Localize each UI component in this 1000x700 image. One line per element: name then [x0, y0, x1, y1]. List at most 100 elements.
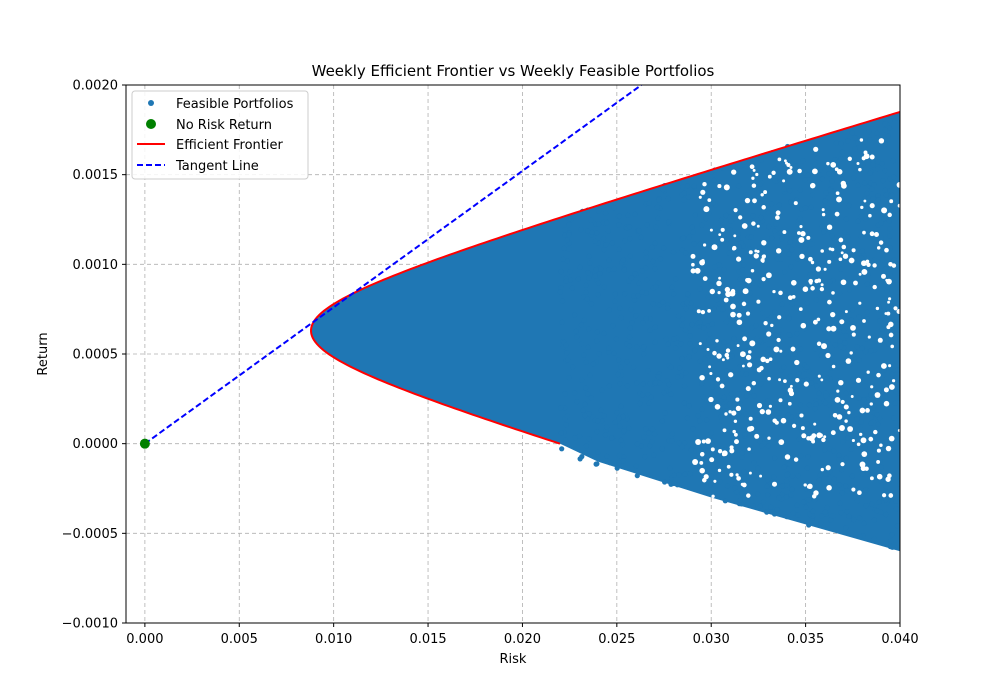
feasible-point [735, 231, 742, 237]
scatter-gap [851, 332, 856, 337]
feasible-point [659, 445, 665, 452]
feasible-point [723, 212, 729, 219]
feasible-point [892, 197, 898, 203]
scatter-gap [735, 397, 740, 402]
feasible-point [741, 307, 747, 313]
feasible-point [633, 463, 639, 469]
feasible-point [788, 264, 794, 270]
feasible-point [606, 267, 612, 273]
feasible-point [626, 224, 633, 230]
feasible-point [641, 351, 647, 357]
scatter-gap [876, 448, 881, 453]
scatter-gap [733, 207, 738, 213]
feasible-point [787, 188, 793, 194]
feasible-point [864, 309, 870, 315]
feasible-point [747, 290, 754, 296]
legend-frontier-label: Efficient Frontier [176, 138, 283, 153]
feasible-point [823, 190, 829, 196]
feasible-point [615, 371, 621, 378]
feasible-point [675, 313, 682, 319]
feasible-point [865, 471, 871, 477]
feasible-point [661, 245, 667, 251]
scatter-gap [719, 383, 725, 389]
feasible-point [857, 515, 863, 521]
scatter-gap [740, 482, 745, 487]
feasible-point [873, 124, 880, 130]
feasible-point [810, 508, 816, 514]
feasible-point [671, 480, 677, 487]
scatter-gap [876, 473, 883, 480]
scatter-gap [793, 201, 798, 206]
scatter-gap [850, 325, 856, 331]
scatter-gap [698, 342, 702, 346]
feasible-point [730, 163, 736, 170]
feasible-point [879, 256, 886, 263]
scatter-gap [847, 426, 854, 432]
legend: Feasible Portfolios No Risk Return Effic… [131, 90, 309, 180]
scatter-gap [818, 433, 823, 438]
feasible-point [804, 377, 810, 383]
scatter-gap [754, 249, 758, 253]
feasible-point [831, 448, 837, 454]
scatter-gap [858, 272, 862, 276]
feasible-point [891, 415, 897, 421]
feasible-point [887, 544, 894, 550]
scatter-gap [748, 425, 755, 432]
feasible-point [676, 472, 682, 478]
feasible-point [587, 372, 593, 378]
feasible-point [804, 364, 810, 370]
feasible-point [687, 333, 693, 339]
scatter-gap [890, 344, 895, 349]
scatter-gap [830, 430, 836, 436]
feasible-point [564, 258, 570, 264]
feasible-point [760, 246, 766, 252]
y-tick-label: 0.0015 [73, 168, 119, 183]
feasible-point [718, 398, 724, 404]
feasible-point [576, 433, 583, 439]
feasible-point [742, 192, 749, 198]
scatter-gap [865, 259, 870, 264]
feasible-point [822, 509, 829, 515]
scatter-gap [813, 146, 819, 152]
feasible-point [855, 140, 861, 146]
feasible-point [843, 525, 849, 531]
feasible-point [761, 171, 768, 177]
scatter-gap [736, 256, 742, 262]
feasible-point [779, 301, 785, 307]
feasible-point [788, 199, 794, 205]
feasible-point [849, 473, 855, 479]
feasible-point [562, 391, 568, 397]
feasible-point [746, 193, 753, 199]
feasible-point [765, 443, 771, 449]
scatter-gap [806, 235, 811, 240]
feasible-point [854, 416, 860, 422]
x-tick-label: 0.015 [409, 632, 446, 647]
feasible-point [777, 174, 783, 180]
scatter-gap [830, 311, 836, 318]
legend-riskfree-marker [146, 119, 156, 129]
feasible-point [893, 115, 899, 121]
feasible-point [558, 405, 564, 411]
scatter-gap [886, 278, 892, 285]
scatter-gap [709, 288, 716, 295]
feasible-point [758, 381, 764, 387]
scatter-gap [838, 237, 844, 243]
feasible-point [859, 471, 866, 477]
feasible-point [585, 391, 591, 397]
scatter-gap [827, 299, 832, 305]
feasible-point [861, 180, 868, 186]
feasible-point [727, 401, 733, 407]
feasible-point [791, 231, 797, 237]
scatter-gap [720, 237, 725, 242]
feasible-point [620, 413, 626, 420]
feasible-point [790, 510, 797, 516]
feasible-point [594, 329, 600, 335]
scatter-gap [782, 179, 786, 183]
feasible-point [708, 282, 714, 288]
feasible-point [560, 256, 566, 262]
scatter-gap [859, 407, 866, 414]
feasible-point [794, 502, 800, 508]
scatter-gap [827, 259, 832, 264]
feasible-point [804, 465, 810, 471]
